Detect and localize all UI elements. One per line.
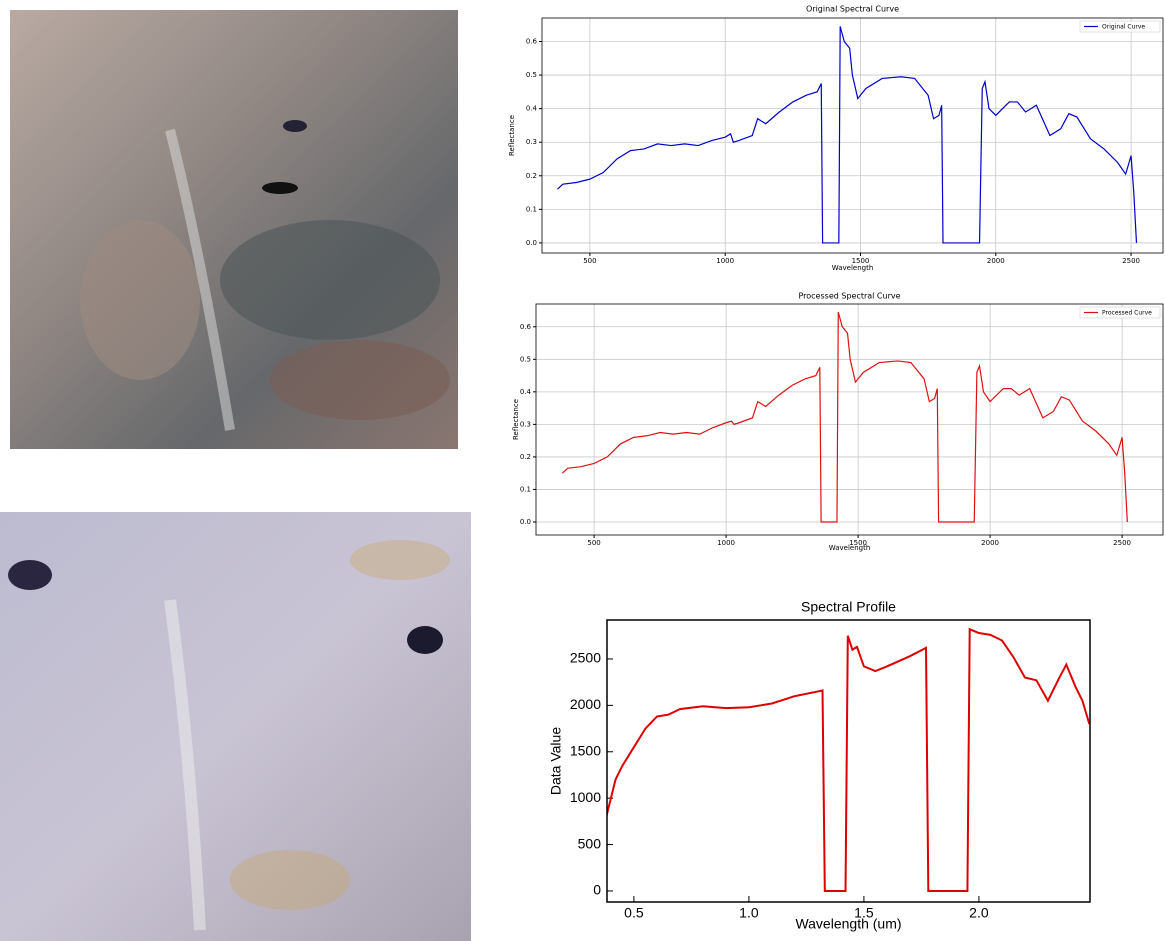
x-tick-label: 1000 xyxy=(716,257,734,265)
legend-label: Original Curve xyxy=(1102,23,1145,30)
x-tick-label: 2500 xyxy=(1113,539,1131,547)
y-tick-label: 0.6 xyxy=(520,323,532,331)
y-tick-label: 1000 xyxy=(570,789,601,805)
legend-label: Processed Curve xyxy=(1102,309,1152,316)
y-tick-label: 2500 xyxy=(570,650,601,666)
page: 500 1000 1500 2000 2500 0.0 0.1 0.2 0.3 0.4 0.5 0.6… xyxy=(0,0,1165,941)
y-tick-label: 0.4 xyxy=(520,388,532,396)
y-tick-label: 0.0 xyxy=(526,239,537,247)
y-tick-label: 0.6 xyxy=(526,38,538,46)
y-tick-label: 0.1 xyxy=(526,205,537,213)
x-tick-label: 1.0 xyxy=(739,905,759,921)
plot-area xyxy=(536,304,1163,535)
satellite-image-bottom xyxy=(0,512,471,941)
y-tick-label: 2000 xyxy=(570,696,601,712)
satellite-image-top xyxy=(10,10,458,449)
y-tick-label: 0.2 xyxy=(526,172,537,180)
y-tick-label: 0.3 xyxy=(520,420,531,428)
x-tick-label: 500 xyxy=(583,257,596,265)
x-tick-label: 2000 xyxy=(981,539,999,547)
x-axis-label: Wavelength xyxy=(832,264,874,272)
y-axis-label: Reflectance xyxy=(508,115,516,156)
x-axis-label: Wavelength (um) xyxy=(795,916,901,932)
x-tick-label: 2500 xyxy=(1122,257,1140,265)
y-axis-label: Reflectance xyxy=(512,399,520,440)
y-tick-label: 0.5 xyxy=(526,71,537,79)
chart-title: Original Spectral Curve xyxy=(806,5,899,14)
x-tick-label: 1000 xyxy=(717,539,735,547)
y-tick-label: 0.3 xyxy=(526,138,537,146)
y-tick-label: 500 xyxy=(578,835,602,851)
x-tick-label: 2.0 xyxy=(969,905,989,921)
y-tick-label: 0.5 xyxy=(520,355,531,363)
plot-area xyxy=(542,18,1163,253)
chart-title: Spectral Profile xyxy=(801,599,896,615)
y-tick-label: 0 xyxy=(593,882,601,898)
x-tick-label: 2000 xyxy=(987,257,1005,265)
y-tick-label: 1500 xyxy=(570,742,601,758)
y-tick-label: 0.0 xyxy=(520,518,531,526)
y-axis-label: Data Value xyxy=(548,727,564,795)
y-tick-label: 0.1 xyxy=(520,485,531,493)
x-tick-label: 500 xyxy=(587,539,600,547)
x-tick-label: 0.5 xyxy=(624,905,644,921)
x-axis-label: Wavelength xyxy=(829,544,871,552)
chart-title: Processed Spectral Curve xyxy=(798,292,900,301)
y-tick-label: 0.4 xyxy=(526,105,538,113)
y-tick-label: 0.2 xyxy=(520,453,531,461)
